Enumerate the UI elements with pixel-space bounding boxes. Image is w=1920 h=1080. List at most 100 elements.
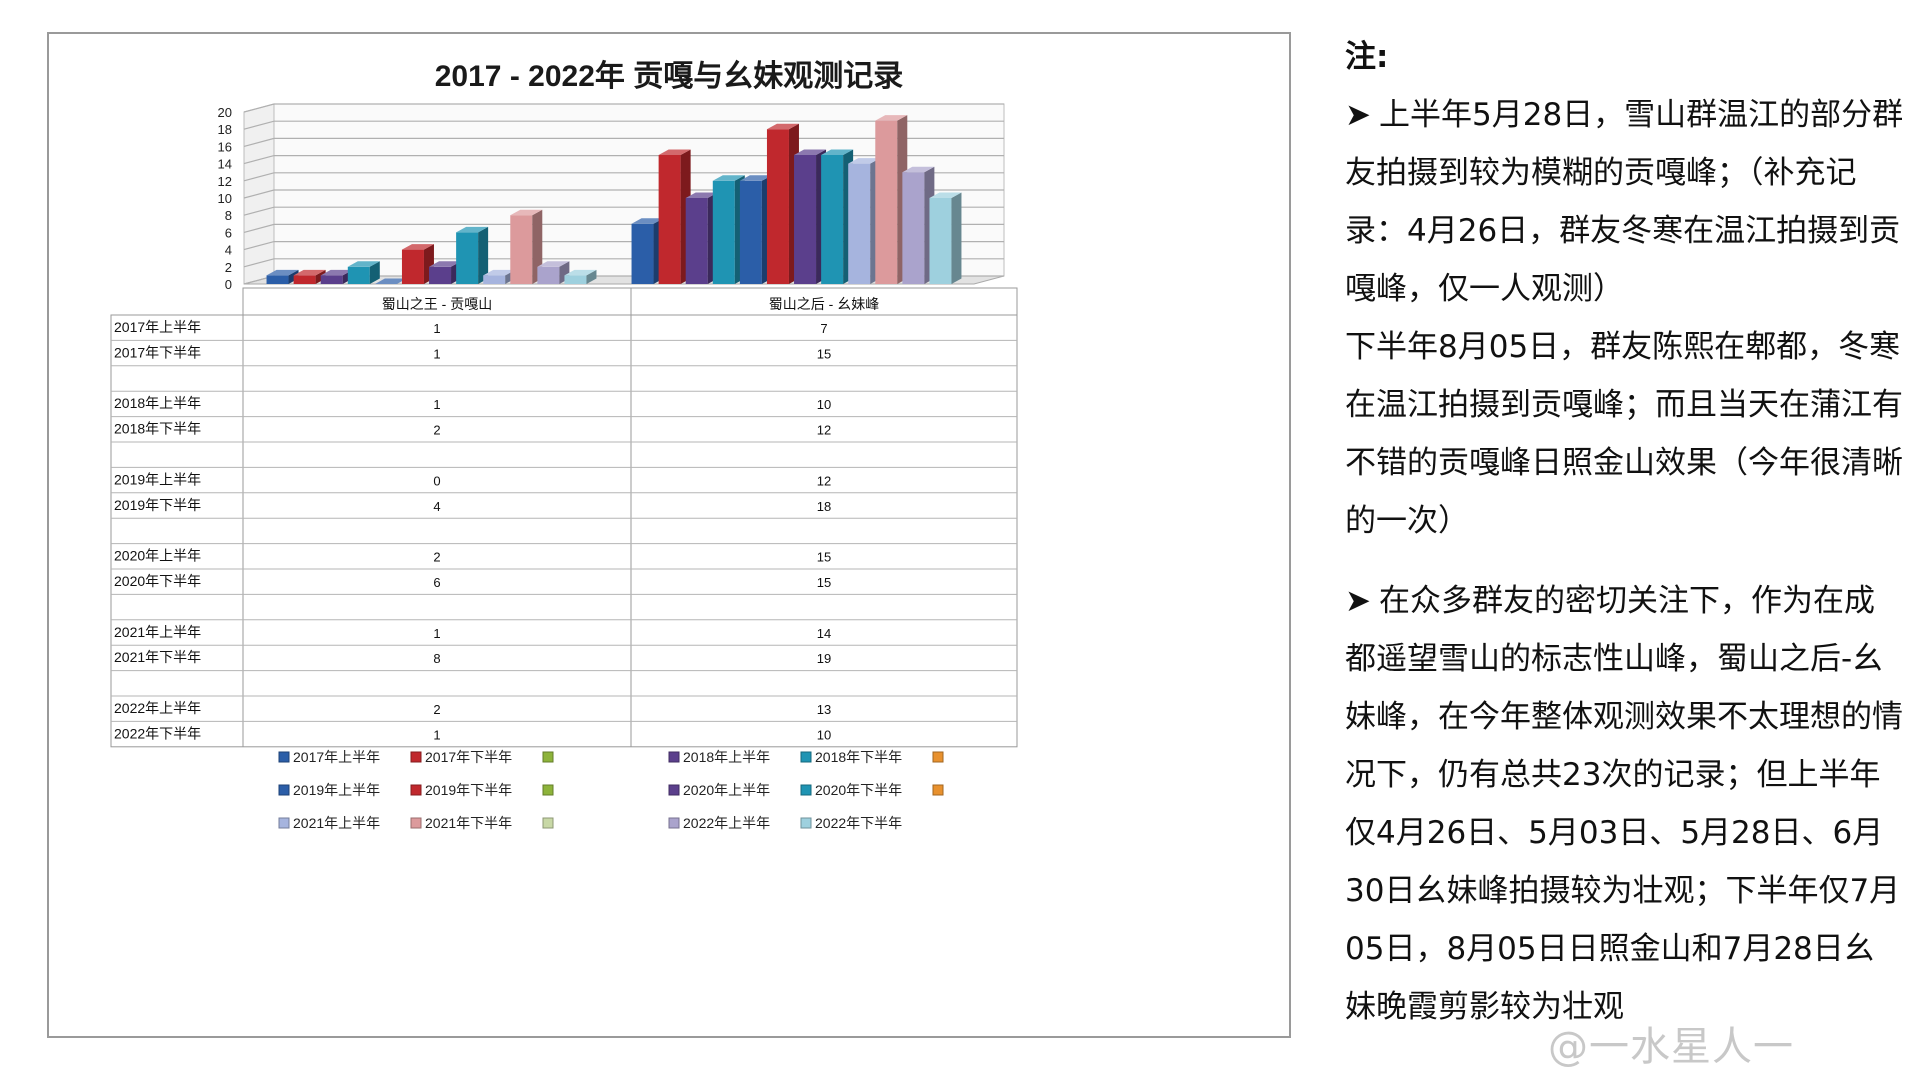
legend-label: 2019年下半年: [425, 782, 512, 798]
bar: [347, 261, 380, 284]
bar-top: [510, 209, 543, 216]
table-cell: 1: [433, 397, 440, 412]
bar: [929, 192, 962, 284]
arrow-icon: ➤: [1345, 583, 1371, 619]
bar-front: [685, 198, 708, 284]
legend-label: 2021年上半年: [293, 815, 380, 831]
notes-title: 注:: [1345, 39, 1389, 75]
legend-swatch: [668, 817, 680, 829]
legend-swatch: [800, 751, 812, 763]
legend-label: 2022年下半年: [815, 815, 902, 831]
y-tick-label: 10: [218, 191, 232, 206]
y-tick-label: 2: [225, 260, 232, 275]
bar-front: [794, 155, 817, 284]
table-row-label: 2021年下半年: [114, 649, 201, 665]
legend-swatch: [278, 817, 290, 829]
notes-panel: 注: ➤ 上半年5月28日，雪山群温江的部分群友拍摄到较为模糊的贡嘎峰；（补充记录…: [1345, 28, 1905, 1058]
legend-swatch: [542, 817, 554, 829]
bar-top: [712, 175, 745, 181]
table-cell: 7: [820, 321, 827, 336]
legend-swatch: [278, 784, 290, 796]
note-text-2: 下半年8月05日，群友陈熙在郫都，冬寒在温江拍摄到贡嘎峰；而且当天在蒲江有不错的…: [1345, 329, 1903, 539]
bar: [564, 269, 597, 284]
table-row-label: 2022年上半年: [114, 700, 201, 716]
legend-swatch: [410, 784, 422, 796]
legend-swatch: [542, 784, 554, 796]
legend-label: 2019年上半年: [293, 782, 380, 798]
table-row-label: 2019年下半年: [114, 497, 201, 513]
bar-front: [401, 249, 424, 284]
table-cell: 0: [433, 473, 440, 488]
bar-side: [532, 209, 543, 284]
table-cell: 15: [817, 575, 831, 590]
chart-title: 2017 - 2022年 贡嘎与幺妹观测记录: [435, 59, 903, 93]
note-paragraph-2: 下半年8月05日，群友陈熙在郫都，冬寒在温江拍摄到贡嘎峰；而且当天在蒲江有不错的…: [1345, 318, 1905, 550]
bar-top: [537, 261, 570, 267]
bar-top: [293, 269, 326, 276]
table-row-label: 2020年下半年: [114, 573, 201, 589]
chart-legend: 2017年上半年 2017年下半年 2018年上半年 2018年下半年 2019年上半年…: [278, 749, 944, 831]
bar-top: [739, 175, 772, 181]
bar-front: [658, 155, 681, 284]
legend-swatch: [668, 784, 680, 796]
bar-front: [875, 120, 898, 284]
gridline: [243, 172, 1004, 182]
bar-front: [564, 275, 587, 284]
bar-front: [293, 275, 316, 284]
legend-label: 2021年下半年: [425, 815, 512, 831]
bar-top: [347, 261, 380, 267]
gridline: [243, 103, 1004, 113]
bar: [374, 278, 407, 285]
note-text-3: 在众多群友的密切关注下，作为在成都遥望雪山的标志性山峰，蜀山之后-幺妹峰，在今年…: [1345, 583, 1903, 1025]
table-cell: 2: [433, 423, 440, 438]
legend-swatch: [668, 751, 680, 763]
bar-front: [902, 172, 925, 284]
bar-top: [766, 123, 799, 130]
gridline: [243, 137, 1004, 147]
bar-front: [537, 266, 560, 284]
weibo-watermark: @一水星人一: [1548, 1024, 1794, 1070]
legend-swatch: [932, 784, 944, 796]
y-axis: 0 2 4 6 8 10 12 14 16 18 20: [218, 105, 232, 292]
table-row-label: 2018年下半年: [114, 421, 201, 437]
bar-top: [266, 269, 299, 276]
bar-top: [794, 149, 827, 155]
table-row-label: 2022年下半年: [114, 725, 201, 741]
bar-top: [320, 269, 353, 276]
legend-label: 2022年上半年: [683, 815, 770, 831]
bar-top: [564, 269, 597, 276]
bar-top: [685, 192, 718, 198]
bar-side: [288, 269, 299, 284]
bar: [456, 226, 489, 284]
y-tick-label: 4: [225, 243, 232, 258]
bar: [658, 149, 691, 284]
legend-label: 2020年下半年: [815, 782, 902, 798]
bar-front: [766, 129, 789, 284]
table-cell: 8: [433, 651, 440, 666]
table-cell: 2: [433, 550, 440, 565]
table-cell: 6: [433, 575, 440, 590]
chart-svg: 2017 - 2022年 贡嘎与幺妹观测记录 02468101214161820…: [110, 59, 1018, 831]
bar-top: [401, 244, 434, 250]
legend-label: 2017年上半年: [293, 749, 380, 765]
bar-top: [483, 269, 516, 276]
table-row-label: 2018年上半年: [114, 395, 201, 411]
bar-front: [483, 275, 506, 284]
table-cell: 18: [817, 499, 831, 514]
bar-top: [429, 261, 462, 267]
bar: [293, 269, 326, 284]
table-cell: 15: [817, 550, 831, 565]
bar-top: [875, 115, 908, 121]
data-table: 蜀山之王 - 贡嘎山 蜀山之后 - 幺妹峰 2017年上半年 1 7 2017年下半年 1 1…: [110, 287, 1018, 748]
y-tick-label: 8: [225, 208, 232, 223]
bar-side: [369, 261, 380, 284]
legend-swatch: [800, 817, 812, 829]
table-cell: 12: [817, 473, 831, 488]
legend-swatch: [932, 751, 944, 763]
table-row-label: 2017年上半年: [114, 319, 201, 335]
bar-top: [929, 192, 962, 198]
y-tick-label: 0: [225, 277, 232, 292]
note-text-1: 上半年5月28日，雪山群温江的部分群友拍摄到较为模糊的贡嘎峰；（补充记录：4月2…: [1345, 97, 1904, 307]
bar-front: [739, 180, 762, 284]
bar-top: [821, 149, 854, 155]
